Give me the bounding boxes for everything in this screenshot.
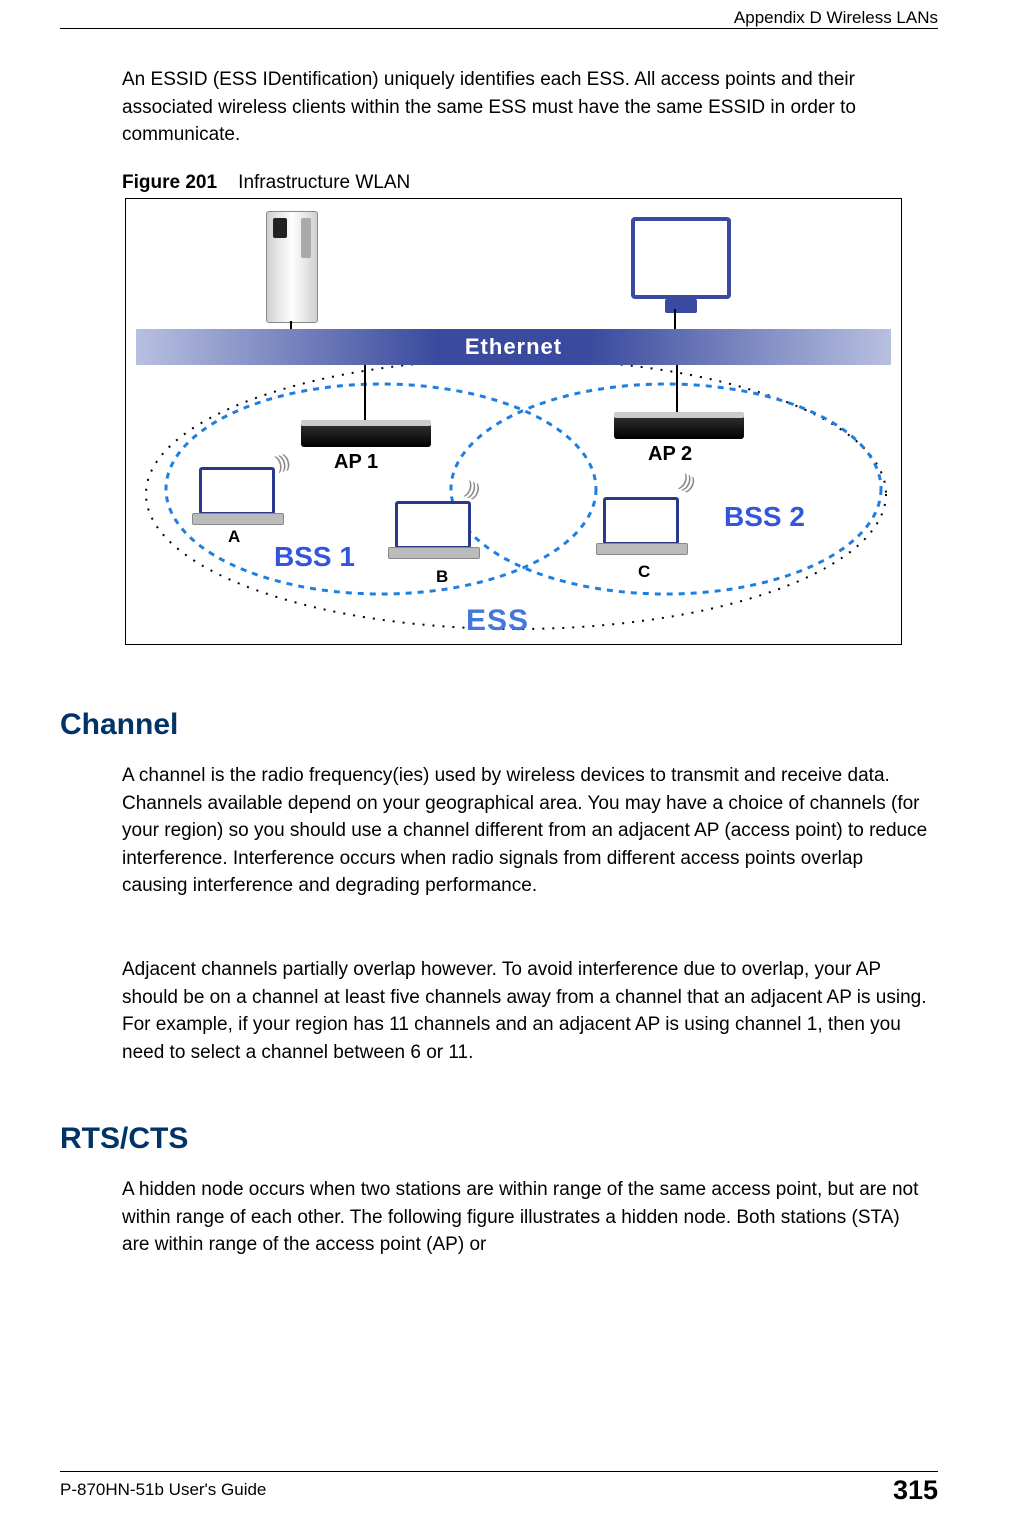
laptop-a-label: A: [228, 527, 240, 547]
intro-paragraph: An ESSID (ESS IDentification) uniquely i…: [122, 66, 928, 149]
ap1-label: AP 1: [334, 451, 378, 474]
line-monitor-eth: [674, 309, 676, 331]
header-appendix: Appendix D Wireless LANs: [734, 8, 938, 28]
heading-channel: Channel: [60, 708, 178, 742]
figure-caption: Figure 201 Infrastructure WLAN: [122, 172, 410, 194]
bss1-label: BSS 1: [274, 541, 355, 573]
rtscts-paragraph: A hidden node occurs when two stations a…: [122, 1176, 928, 1259]
footer-page-number: 315: [893, 1475, 938, 1506]
ap2-icon: [614, 415, 744, 439]
ethernet-bar: Ethernet: [136, 329, 891, 365]
diagram-svg: [126, 199, 901, 644]
figure-number: Figure 201: [122, 172, 217, 193]
ap1-icon: [301, 423, 431, 447]
line-eth-ap1: [364, 365, 366, 425]
figure-diagram: Ethernet AP 1 AP 2 ))) ))) ))) A B C BSS…: [125, 198, 902, 645]
laptop-b-icon: [388, 501, 478, 555]
footer-guide-name: P-870HN-51b User's Guide: [60, 1480, 266, 1500]
heading-rtscts: RTS/CTS: [60, 1122, 188, 1156]
laptop-c-icon: [596, 497, 686, 551]
laptop-c-label: C: [638, 562, 650, 582]
bottom-rule: [60, 1471, 938, 1472]
channel-paragraph-1: A channel is the radio frequency(ies) us…: [122, 762, 928, 900]
laptop-b-label: B: [436, 567, 448, 587]
server-tower-icon: [266, 211, 318, 323]
figure-title: Infrastructure WLAN: [238, 172, 410, 193]
laptop-a-icon: [192, 467, 282, 521]
monitor-icon: [631, 217, 731, 299]
line-eth-ap2: [676, 365, 678, 417]
ess-label: ESS: [466, 604, 529, 638]
ap2-label: AP 2: [648, 443, 692, 466]
channel-paragraph-2: Adjacent channels partially overlap howe…: [122, 956, 928, 1066]
top-rule: [60, 28, 938, 29]
bss2-label: BSS 2: [724, 501, 805, 533]
